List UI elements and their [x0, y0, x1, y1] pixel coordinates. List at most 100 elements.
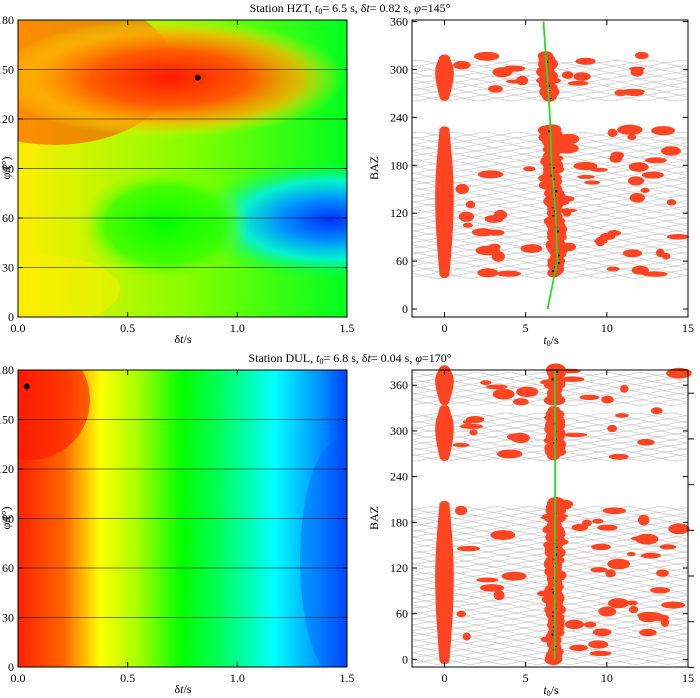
- noise-lobe: [637, 438, 655, 446]
- noise-lobe: [639, 628, 657, 637]
- noise-lobe: [564, 619, 584, 630]
- direct-pulse: [439, 404, 450, 413]
- noise-lobe: [626, 551, 636, 557]
- heatmap-hzt-best-point: [194, 74, 201, 81]
- noise-lobe: [456, 610, 467, 618]
- noise-lobe: [598, 606, 617, 617]
- ylabel-hzt: φ/(°): [0, 156, 13, 179]
- noise-lobe: [602, 507, 626, 515]
- noise-lobe: [497, 449, 523, 459]
- noise-lobe: [607, 230, 622, 236]
- y-tick-label: 360: [390, 15, 408, 29]
- noise-lobe: [627, 134, 637, 141]
- noise-lobe: [465, 200, 476, 209]
- x-tick-label: 15: [682, 321, 694, 335]
- noise-lobe: [579, 394, 600, 401]
- y-tick-label: 90: [2, 512, 14, 526]
- noise-lobe: [479, 584, 505, 592]
- noise-lobe: [607, 598, 629, 609]
- x-tick-label: 1.5: [340, 671, 355, 685]
- noise-lobe: [593, 238, 608, 244]
- noise-lobe: [641, 171, 664, 179]
- title-hzt: Station HZT, t0= 6.5 s, δt= 0.82 s, φ=14…: [250, 1, 451, 16]
- delay-curve: [553, 370, 557, 660]
- x-tick-label: 0.5: [120, 671, 135, 685]
- noise-lobe: [637, 611, 662, 619]
- y-tick-label: 30: [2, 611, 14, 625]
- noise-lobe: [457, 545, 481, 552]
- noise-lobe: [637, 514, 650, 526]
- y-tick-label: 60: [2, 561, 14, 575]
- y-tick-label: 120: [0, 112, 14, 126]
- x-tick-label: 0.0: [11, 321, 26, 335]
- noise-lobe: [562, 432, 588, 438]
- noise-lobe: [627, 176, 645, 186]
- x-tick-label: 0.0: [11, 671, 26, 685]
- noise-lobe: [666, 199, 677, 206]
- y-tick-label: 360: [390, 378, 408, 392]
- noise-lobe: [483, 53, 498, 58]
- noise-lobe: [458, 211, 475, 222]
- noise-lobe: [523, 166, 536, 172]
- traces-dul: [411, 363, 692, 666]
- heatmap-dul-best-point: [23, 383, 30, 390]
- noise-lobe: [492, 388, 515, 400]
- y-tick-label: 120: [0, 462, 14, 476]
- noise-lobe: [615, 413, 629, 418]
- ylabel-traces-dul: BAZ: [367, 506, 381, 530]
- noise-lobe: [459, 423, 483, 429]
- noise-lobe: [453, 60, 471, 70]
- noise-lobe: [465, 416, 485, 424]
- xlabel-traces-dul: t0/s: [543, 683, 559, 698]
- noise-lobe: [493, 590, 505, 601]
- noise-lobe: [582, 519, 592, 527]
- noise-lobe: [661, 146, 681, 156]
- traces-hzt-axes: 0 5 10 15 0 60 120 180 240 300 360: [390, 15, 694, 335]
- pick-dot: [551, 378, 554, 381]
- x-tick-label: 1.0: [230, 321, 245, 335]
- noise-lobe: [621, 88, 645, 94]
- noise-lobe: [628, 162, 649, 172]
- noise-lobe: [501, 571, 527, 581]
- noise-lobe: [650, 587, 671, 594]
- trace-line: [412, 458, 688, 462]
- noise-lobe: [656, 569, 669, 577]
- noise-lobe: [561, 71, 574, 79]
- noise-lobe: [629, 66, 645, 71]
- noise-lobe: [608, 453, 629, 460]
- noise-lobe: [485, 384, 508, 390]
- noise-lobe: [626, 600, 638, 606]
- noise-lobe: [496, 270, 521, 277]
- noise-lobe: [488, 243, 501, 251]
- noise-lobe: [569, 644, 588, 652]
- noise-lobe: [605, 569, 616, 578]
- noise-lobe: [634, 51, 649, 60]
- noise-lobe: [480, 380, 492, 386]
- trace-line: [411, 250, 688, 253]
- noise-lobe: [558, 539, 569, 545]
- noise-lobe: [631, 265, 649, 275]
- noise-lobe: [607, 128, 618, 138]
- y-tick-label: 120: [390, 561, 408, 575]
- title-dul: Station DUL, t0= 6.8 s, δt= 0.04 s, φ=17…: [248, 351, 451, 366]
- x-tick-label: 5: [523, 671, 529, 685]
- y-tick-label: 150: [0, 63, 14, 77]
- y-tick-label: 60: [396, 607, 408, 621]
- converted-pulse: [547, 406, 561, 415]
- delay-curve: [542, 21, 559, 310]
- noise-lobe: [520, 244, 543, 253]
- x-tick-label: 10: [601, 671, 613, 685]
- heatmap-hzt-axes: 0.0 0.5 1.0 1.5 0 30 60 90 120 150 180: [0, 13, 355, 335]
- noise-lobe: [477, 268, 499, 278]
- traces-dul-frame: [411, 369, 689, 668]
- pick-dot: [555, 370, 559, 374]
- y-tick-label: 0: [8, 310, 14, 324]
- y-tick-label: 30: [2, 261, 14, 275]
- heatmap-dul-axes: 0.0 0.5 1.0 1.5 0 30 60 90 120 150 180: [0, 363, 355, 685]
- noise-lobe: [559, 133, 580, 145]
- trace-line: [411, 253, 688, 257]
- noise-lobe: [617, 124, 643, 135]
- noise-lobe: [668, 523, 690, 535]
- noise-lobe: [666, 233, 690, 240]
